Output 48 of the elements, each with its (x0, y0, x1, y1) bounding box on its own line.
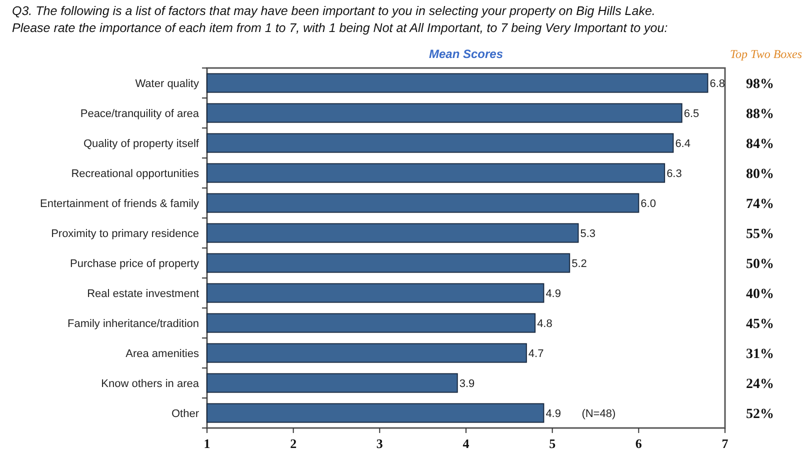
text: 84% (746, 136, 774, 152)
data-label: 4.9 (546, 408, 561, 420)
text: 55% (746, 226, 774, 242)
data-label: 5.3 (580, 228, 596, 240)
x-tick-label: 4 (462, 436, 470, 450)
x-tick-label: 3 (376, 436, 384, 450)
y-tick-label: Know others in area (101, 378, 200, 390)
text: 40% (746, 286, 774, 302)
text: 88% (746, 106, 774, 122)
text: 31% (746, 346, 774, 362)
data-label: 5.2 (572, 258, 587, 270)
x-tick-label: 7 (722, 436, 729, 450)
x-tick-label: 5 (549, 436, 556, 450)
x-tick-label: 2 (290, 436, 297, 450)
data-label: 4.9 (546, 288, 561, 300)
data-label: 6.4 (675, 138, 690, 150)
text: 80% (746, 166, 774, 182)
chart-subtitle: Please rate the importance of each item from 1 to 7, with 1 being Not at All Important, to 7 being Very Important to you: (12, 21, 668, 35)
x-tick-label: 6 (635, 436, 642, 450)
y-tick-label: Water quality (135, 78, 200, 90)
data-label: 6.0 (640, 198, 656, 210)
x-tick-label: 1 (204, 436, 210, 450)
data-label: 6.8 (710, 78, 726, 90)
y-tick-label: Quality of property itself (83, 138, 200, 150)
text: 52% (746, 406, 774, 422)
data-label: 4.8 (537, 318, 552, 330)
text: 45% (746, 316, 774, 332)
y-tick-label: Entertainment of friends & family (40, 198, 200, 210)
annotation: (N=48) (582, 408, 616, 420)
text: Mean Scores (428, 47, 504, 61)
y-tick-label: Peace/tranquility of area (80, 108, 200, 120)
text: 74% (746, 196, 774, 212)
data-label: 4.7 (528, 348, 544, 360)
text: 98% (746, 76, 774, 92)
text: 24% (746, 376, 774, 392)
y-tick-label: Other (171, 408, 200, 420)
y-tick-label: Proximity to primary residence (51, 228, 199, 240)
chart-title: Q3. The following is a list of factors that may have been important to you in selecting your property on Big Hills Lake. (12, 4, 656, 18)
y-tick-label: Purchase price of property (70, 258, 200, 270)
y-tick-label: Area amenities (126, 348, 200, 360)
data-label: 6.3 (666, 168, 682, 180)
y-tick-label: Real estate investment (87, 288, 199, 300)
y-tick-label: Family inheritance/tradition (68, 318, 199, 330)
data-label: 3.9 (459, 378, 475, 390)
y-tick-label: Recreational opportunities (71, 168, 200, 180)
text: 50% (746, 256, 774, 272)
data-label: 6.5 (684, 108, 700, 120)
text: Top Two Boxes (730, 47, 802, 61)
